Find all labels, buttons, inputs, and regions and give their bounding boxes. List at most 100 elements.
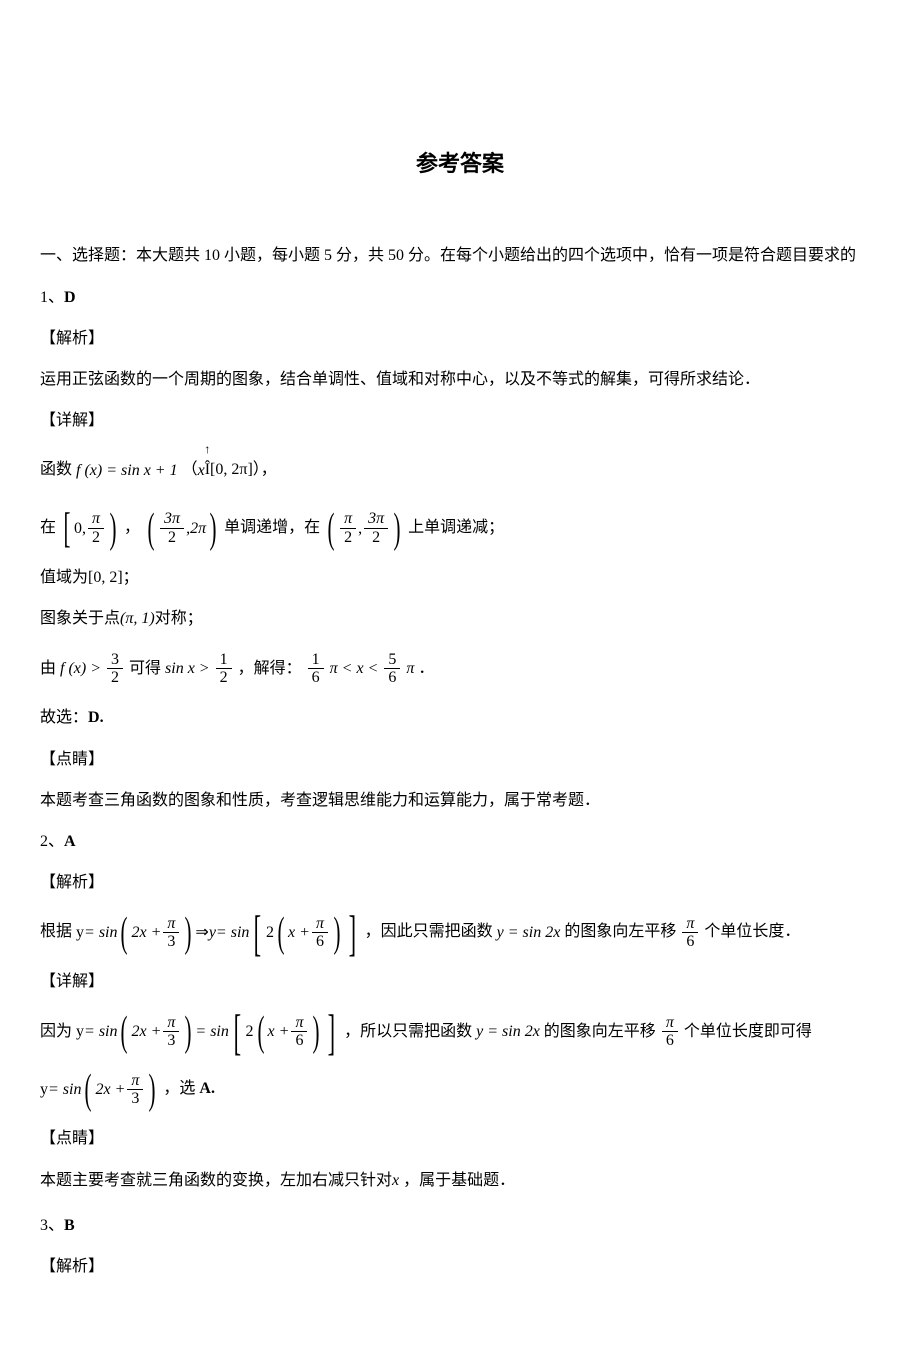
two-b: 2 <box>246 1006 254 1057</box>
q2-line1: 根据 y = sin ( 2x + π3 ) ⇒ y = sin [ 2 ( x… <box>40 906 880 958</box>
q1-l5b: 可得 <box>129 660 161 677</box>
q1-guxuan: 故选： <box>40 709 88 726</box>
q2-line3: y = sin ( 2x + π3 ) ，选 A. <box>40 1063 880 1115</box>
q3-num-ans: 3、B <box>40 1208 880 1243</box>
d11: 6 <box>682 933 698 951</box>
q1-l1b: （ <box>182 461 198 478</box>
q3-prefix: 3、 <box>40 1217 64 1234</box>
arr: ⇒ <box>195 907 208 958</box>
q2-l2b: ，所以只需把函数 <box>344 1023 476 1040</box>
eqsin1: = sin <box>84 907 117 958</box>
d8: 6 <box>384 669 400 687</box>
q1-int2: ( 3π2 , 2π ) <box>144 503 220 554</box>
q2-f2: y = sin ( 2x + π3 ) = sin [ 2 ( x + π6 )… <box>76 1006 340 1057</box>
frac-1-2: 12 <box>216 651 232 687</box>
d9: 3 <box>163 933 179 951</box>
q2-answer-letter: A <box>64 833 76 850</box>
q1-dianjie-label: 【点睛】 <box>40 742 880 777</box>
n10: π <box>312 915 328 934</box>
q1-line2: 在 [ 0, π2 ) ， ( 3π2 , 2π ) 单调递增，在 ( π2 ,… <box>40 502 880 554</box>
q1-int3: ( π2 , 3π2 ) <box>324 503 404 554</box>
n13: π <box>291 1014 307 1033</box>
n7: 1 <box>308 651 324 670</box>
inner2a: x + <box>288 907 310 958</box>
q1-prefix: 1、 <box>40 289 64 306</box>
q1-line3: 值域为[0, 2]； <box>40 560 880 595</box>
two-a: 2 <box>266 907 274 958</box>
n2: 3π <box>160 510 184 529</box>
n6: 1 <box>216 651 232 670</box>
q1-l5d: ． <box>418 660 434 677</box>
q1-l4: 图象关于点 <box>40 610 120 627</box>
q2-f1: y = sin ( 2x + π3 ) ⇒ y = sin [ 2 ( x + … <box>76 907 361 958</box>
d15: 3 <box>127 1090 143 1108</box>
q3-jiexi-label: 【解析】 <box>40 1249 880 1284</box>
d4: 2 <box>368 529 384 547</box>
n12: π <box>163 1014 179 1033</box>
dj-x: x <box>392 1172 399 1189</box>
frac-3pi2-a: 3π2 <box>160 510 184 546</box>
q2-final-a: A. <box>199 1080 215 1097</box>
q2-l1d: 个单位长度． <box>704 923 800 940</box>
d10: 6 <box>312 933 328 951</box>
q1-range: [0, 2] <box>88 569 123 586</box>
d5: 2 <box>107 669 123 687</box>
sinx-gt: sin x > <box>165 643 210 694</box>
q1-l3: 值域为 <box>40 569 88 586</box>
y3: y <box>76 1006 84 1057</box>
q3-answer-letter: B <box>64 1217 75 1234</box>
twopi: 2π <box>190 503 206 554</box>
q1-sym: (π, 1) <box>120 610 155 627</box>
eqsin2: = sin <box>216 907 249 958</box>
d1: 2 <box>88 529 104 547</box>
q2-l2d: 个单位长度即可得 <box>684 1023 812 1040</box>
eqsin5: = sin <box>48 1064 81 1115</box>
q1-l2b: ， <box>124 519 140 536</box>
q1-l2d: 上单调递减； <box>408 519 504 536</box>
q1-dianjie-text: 本题考查三角函数的图象和性质，考查逻辑思维能力和运算能力，属于常考题． <box>40 783 880 818</box>
q2-jiexi-label: 【解析】 <box>40 865 880 900</box>
comma3: , <box>358 503 362 554</box>
y2: y <box>209 907 216 958</box>
q2-line2: 因为 y = sin ( 2x + π3 ) = sin [ 2 ( x + π… <box>40 1006 880 1058</box>
q1-l1a: 函数 <box>40 461 76 478</box>
n3: π <box>340 510 356 529</box>
frac-pi3-c: π3 <box>127 1072 143 1108</box>
section-header: 一、选择题：本大题共 10 小题，每小题 5 分，共 50 分。在每个小题给出的… <box>40 238 880 273</box>
q2-l3a: ，选 <box>163 1080 199 1097</box>
q2-xiangjie-label: 【详解】 <box>40 964 880 999</box>
ysin2x-a: y = sin 2x <box>497 907 561 958</box>
frac-pi3-a: π3 <box>163 915 179 951</box>
y4: y <box>40 1064 48 1115</box>
q2-dianjie-label: 【点睛】 <box>40 1121 880 1156</box>
zero1: 0, <box>74 503 86 554</box>
d6: 2 <box>216 669 232 687</box>
frac-pi6-c: π6 <box>291 1014 307 1050</box>
d13: 6 <box>291 1032 307 1050</box>
frac-3-2: 32 <box>107 651 123 687</box>
q1-num-ans: 1、D <box>40 280 880 315</box>
q2-prefix: 2、 <box>40 833 64 850</box>
page-title: 参考答案 <box>40 140 880 188</box>
q1-l3b: ； <box>123 569 139 586</box>
frac-pi6-d: π6 <box>662 1014 678 1050</box>
fx-gt: f (x) > <box>60 643 101 694</box>
y1: y <box>76 907 84 958</box>
q1-final-d: D. <box>88 709 104 726</box>
d2: 2 <box>164 529 180 547</box>
q1-line4: 图象关于点(π, 1)对称； <box>40 601 880 636</box>
inner4a: x + <box>268 1006 290 1057</box>
inner3a: 2x + <box>131 1006 161 1057</box>
frac-pi2-b: π2 <box>340 510 356 546</box>
n1: π <box>88 510 104 529</box>
d12: 3 <box>163 1032 179 1050</box>
q1-l2c: 单调递增，在 <box>224 519 320 536</box>
q2-dianjie-text: 本题主要考查就三角函数的变换，左加右减只针对x ，属于基础题． <box>40 1163 880 1198</box>
q1-answer-letter: D <box>64 289 76 306</box>
q1-formula-fx: f (x) = sin x + 1 <box>76 445 178 496</box>
q2-num-ans: 2、A <box>40 824 880 859</box>
eqsin3: = sin <box>84 1006 117 1057</box>
eqsin4: = sin <box>195 1006 228 1057</box>
frac-3pi2-b: 3π2 <box>364 510 388 546</box>
q1-l5c: ，解得： <box>238 660 302 677</box>
